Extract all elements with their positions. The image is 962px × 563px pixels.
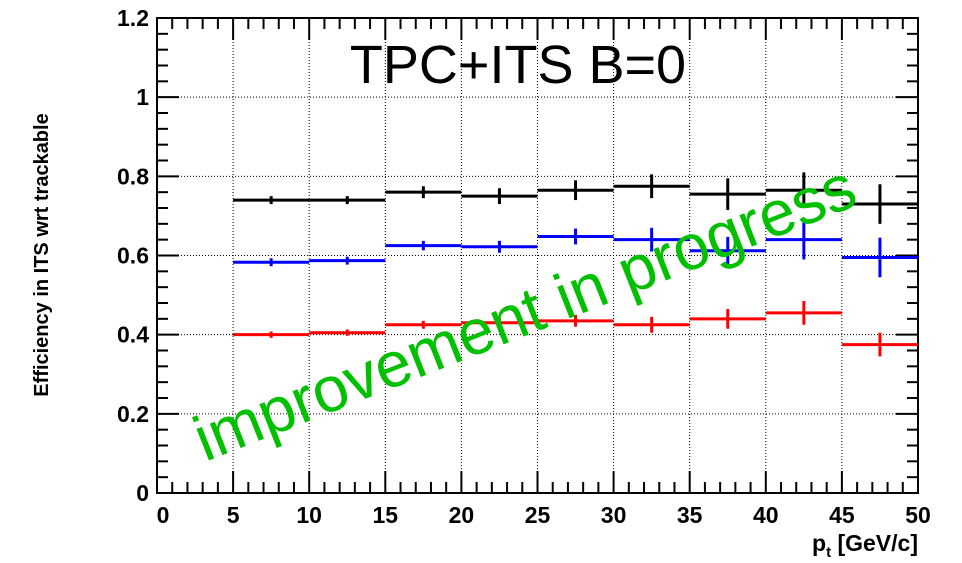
y-tick-label: 0.2: [117, 401, 149, 427]
x-tick-label: 30: [601, 502, 627, 528]
x-axis-label: pt [GeV/c]: [812, 530, 918, 561]
x-tick-label: 10: [296, 502, 322, 528]
x-tick-label: 15: [373, 502, 399, 528]
x-tick-label: 40: [753, 502, 779, 528]
x-label-main: p: [812, 530, 826, 556]
x-tick-label: 25: [525, 502, 551, 528]
x-tick-label: 35: [677, 502, 703, 528]
x-tick-label: 0: [157, 502, 170, 528]
y-tick-label: 0.6: [117, 243, 149, 269]
x-tick-label: 45: [829, 502, 855, 528]
x-tick-label: 20: [449, 502, 475, 528]
y-axis-label: Efficiency in ITS wrt trackable: [31, 113, 53, 396]
y-tick-label: 0.8: [117, 163, 149, 189]
y-tick-label: 1: [136, 84, 149, 110]
chart-title: TPC+ITS B=0: [350, 35, 686, 95]
y-tick-label: 0.4: [117, 322, 149, 348]
x-tick-label: 50: [905, 502, 931, 528]
y-tick-label: 1.2: [117, 5, 149, 31]
x-tick-label: 5: [227, 502, 240, 528]
x-label-unit: [GeV/c]: [831, 530, 918, 556]
x-label-sub: t: [826, 544, 831, 561]
y-tick-label: 0: [136, 480, 149, 506]
